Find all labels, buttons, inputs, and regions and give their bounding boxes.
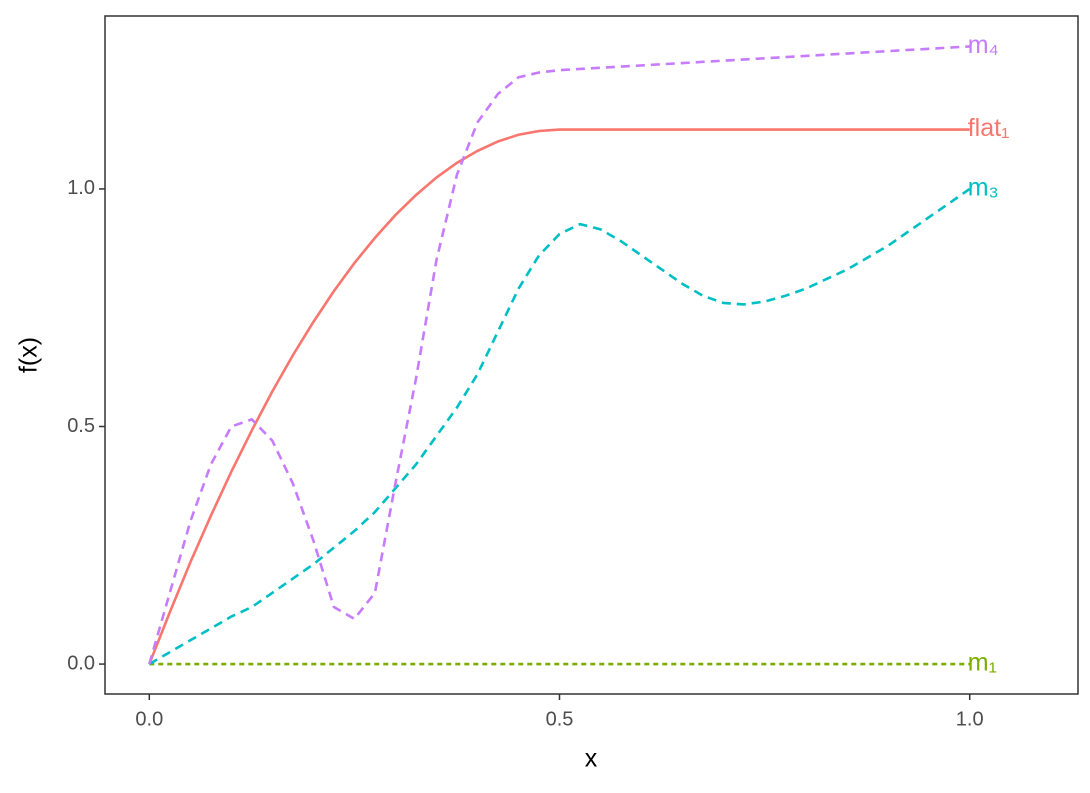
series-label: m₁ [968, 649, 997, 677]
series-label: m₃ [968, 174, 999, 202]
y-axis-title: f(x) [15, 337, 43, 373]
series-label: flat₁ [968, 114, 1010, 142]
x-tick-label: 0.5 [546, 708, 574, 730]
x-axis-title: x [585, 745, 598, 773]
panel-border [104, 15, 1079, 695]
x-tick-label: 0.0 [135, 708, 163, 730]
y-tick-label: 0.5 [67, 415, 95, 437]
line [148, 128, 970, 665]
x-tick-label: 1.0 [956, 708, 984, 730]
line [148, 45, 970, 665]
series-label: m₄ [968, 31, 999, 59]
y-tick-label: 0.0 [67, 652, 95, 674]
line [148, 187, 971, 666]
y-tick-label: 1.0 [67, 177, 95, 199]
